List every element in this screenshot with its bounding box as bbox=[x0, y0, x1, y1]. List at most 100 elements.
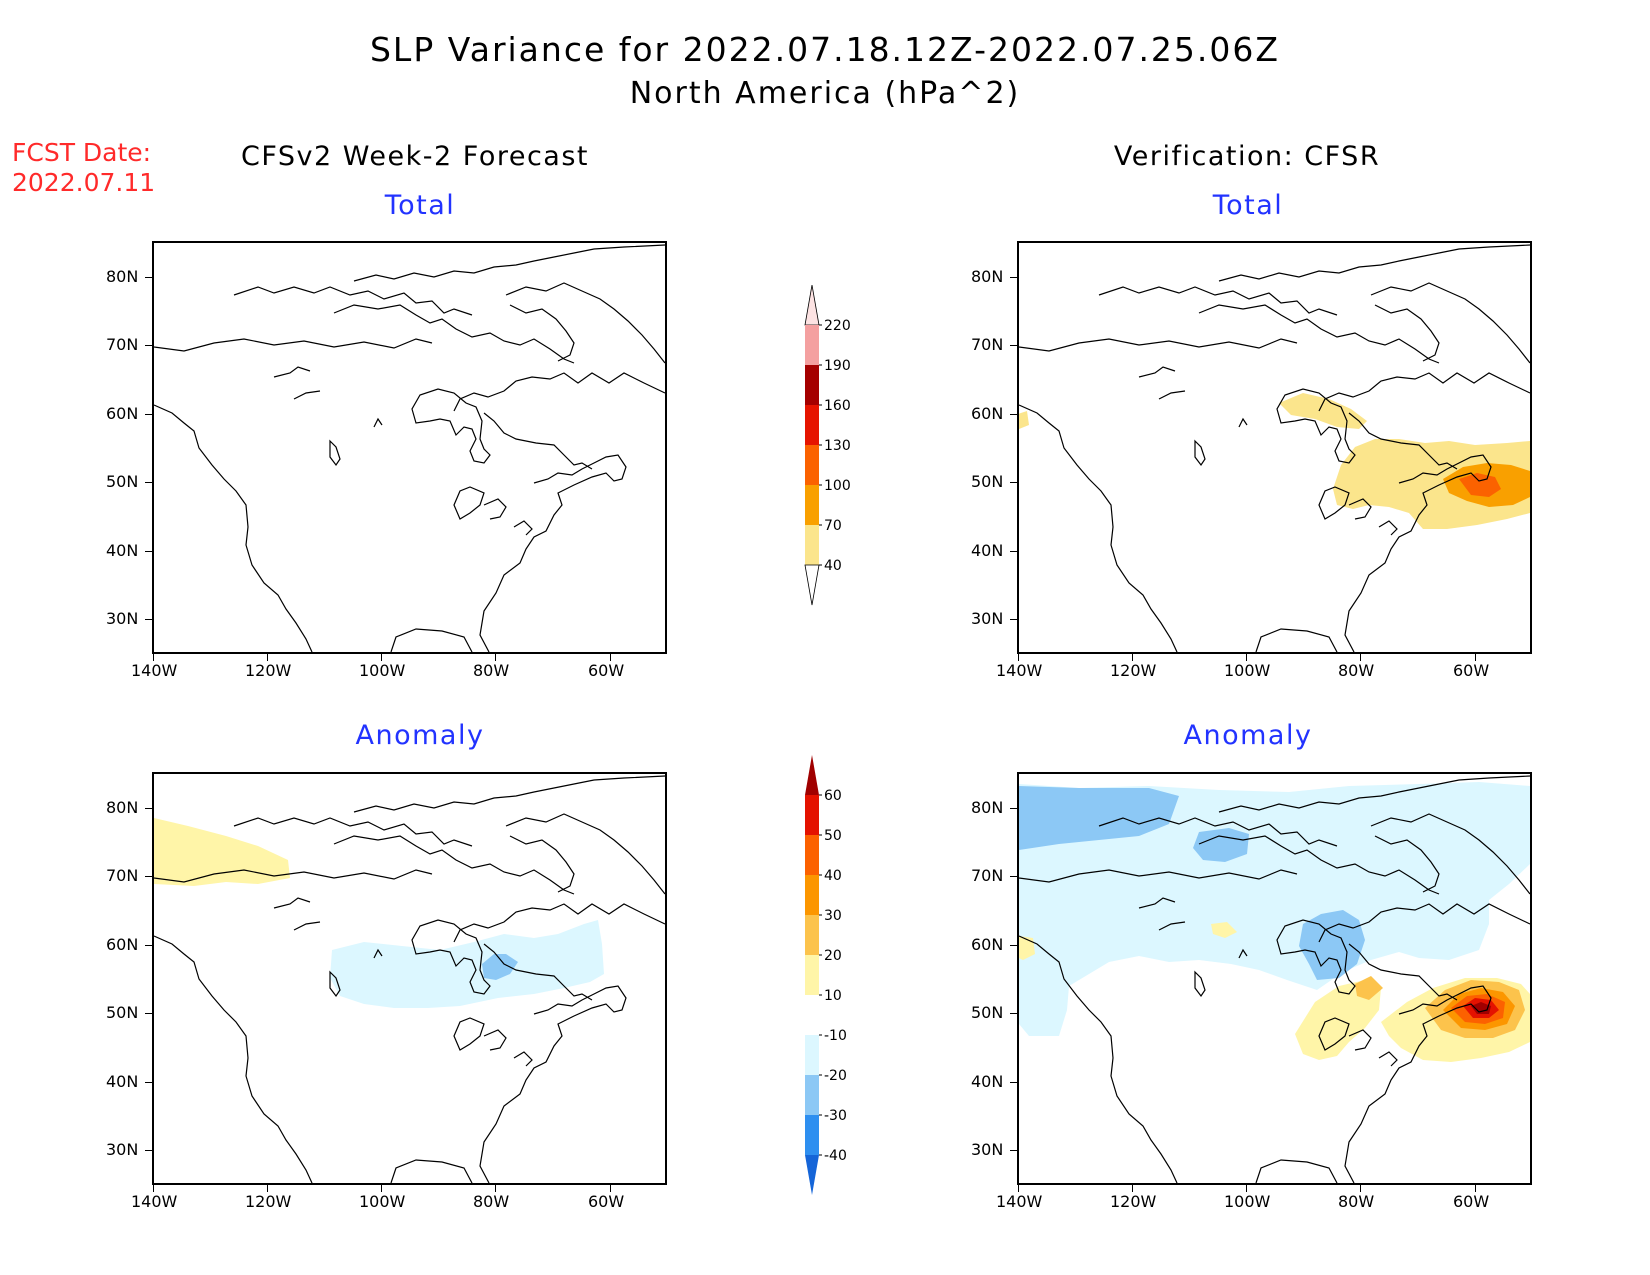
lat-tick-mark bbox=[1010, 808, 1017, 809]
lat-tick-mark bbox=[1010, 345, 1017, 346]
coastline bbox=[483, 412, 593, 470]
lat-tick-mark bbox=[1010, 414, 1017, 415]
coastline bbox=[453, 372, 665, 412]
coastline bbox=[390, 628, 473, 652]
lon-tick-label: 60W bbox=[1453, 661, 1490, 680]
lat-tick-label: 60N bbox=[971, 404, 1004, 423]
coastline bbox=[1158, 390, 1186, 400]
coastline bbox=[353, 244, 665, 282]
shaded-region bbox=[1471, 1002, 1491, 1014]
coastline bbox=[513, 520, 533, 536]
coastline bbox=[329, 439, 341, 467]
forecast-anomaly-map bbox=[152, 772, 667, 1185]
coastline bbox=[1374, 304, 1440, 362]
lon-tick-label: 140W bbox=[131, 661, 178, 680]
lat-tick-label: 50N bbox=[971, 1003, 1004, 1022]
shaded-region bbox=[1193, 828, 1249, 862]
coastline bbox=[483, 498, 507, 520]
coastline bbox=[509, 835, 575, 893]
lat-tick-mark bbox=[1010, 1082, 1017, 1083]
colorbar-box bbox=[805, 325, 819, 365]
lon-tick-mark bbox=[1475, 1185, 1476, 1192]
colorbar-label: 100 bbox=[824, 478, 851, 494]
lat-tick-label: 70N bbox=[106, 335, 139, 354]
colorbar-label: 30 bbox=[824, 908, 842, 924]
forecast-date-block: FCST Date: 2022.07.11 bbox=[12, 138, 155, 198]
lat-tick-label: 30N bbox=[971, 1140, 1004, 1159]
colorbar-label: 20 bbox=[824, 948, 842, 964]
coastline bbox=[1344, 985, 1492, 1183]
lon-tick-label: 120W bbox=[1110, 1192, 1157, 1211]
coastline bbox=[333, 835, 575, 895]
coastline bbox=[1218, 244, 1530, 282]
coastline bbox=[505, 282, 665, 364]
colorbar-bottom-triangle bbox=[805, 1155, 819, 1195]
lat-tick-label: 70N bbox=[106, 866, 139, 885]
coastline bbox=[1019, 404, 1178, 652]
coastline bbox=[390, 1159, 473, 1183]
coastline bbox=[1378, 520, 1398, 536]
lon-tick-label: 60W bbox=[588, 1192, 625, 1211]
coastline bbox=[1019, 338, 1298, 352]
colorbar-box bbox=[805, 955, 819, 995]
colorbar-label: 60 bbox=[824, 788, 842, 804]
coastline bbox=[233, 286, 473, 316]
colorbar-label: 220 bbox=[824, 318, 851, 334]
lat-tick-mark bbox=[145, 1150, 152, 1151]
lon-tick-label: 100W bbox=[1224, 1192, 1271, 1211]
lon-tick-label: 120W bbox=[1110, 661, 1157, 680]
coastline bbox=[1019, 869, 1298, 883]
coastline bbox=[479, 985, 627, 1183]
colorbar-label: -30 bbox=[824, 1108, 847, 1124]
coastline bbox=[1238, 948, 1248, 959]
lon-tick-mark bbox=[1246, 1185, 1247, 1192]
lon-tick-label: 100W bbox=[1224, 661, 1271, 680]
lon-tick-label: 120W bbox=[245, 1192, 292, 1211]
lon-tick-label: 80W bbox=[473, 1192, 510, 1211]
colorbar-box bbox=[805, 1035, 819, 1075]
lat-tick-label: 30N bbox=[106, 1140, 139, 1159]
verification-anomaly-map bbox=[1017, 772, 1532, 1185]
lat-tick-label: 50N bbox=[106, 1003, 139, 1022]
coastline bbox=[373, 948, 383, 959]
lat-tick-mark bbox=[145, 876, 152, 877]
lon-tick-mark bbox=[153, 654, 154, 661]
colorbar-box bbox=[805, 365, 819, 405]
lat-tick-label: 30N bbox=[106, 609, 139, 628]
coastline bbox=[479, 454, 627, 652]
coastline bbox=[1318, 486, 1350, 520]
coastline bbox=[513, 1051, 533, 1067]
lon-tick-label: 100W bbox=[359, 1192, 406, 1211]
lat-tick-mark bbox=[145, 551, 152, 552]
lon-tick-label: 100W bbox=[359, 661, 406, 680]
lon-tick-label: 80W bbox=[1338, 1192, 1375, 1211]
lat-tick-mark bbox=[1010, 945, 1017, 946]
coastline bbox=[1255, 1159, 1338, 1183]
lat-tick-mark bbox=[145, 619, 152, 620]
verification-total-map bbox=[1017, 241, 1532, 654]
lon-tick-mark bbox=[1475, 654, 1476, 661]
lat-tick-label: 70N bbox=[971, 335, 1004, 354]
lat-tick-mark bbox=[1010, 1013, 1017, 1014]
coastline bbox=[154, 404, 313, 652]
coastline bbox=[293, 921, 321, 931]
lon-tick-mark bbox=[1018, 1185, 1019, 1192]
coastline bbox=[453, 1017, 485, 1051]
colorbar-label: 40 bbox=[824, 558, 842, 574]
coastline bbox=[1138, 897, 1176, 909]
shaded-region bbox=[1299, 910, 1365, 980]
lat-tick-mark bbox=[1010, 619, 1017, 620]
verification-anomaly-title: Anomaly bbox=[1183, 720, 1313, 751]
colorbar-label: -20 bbox=[824, 1068, 847, 1084]
coastline bbox=[1344, 454, 1492, 652]
coastline bbox=[453, 486, 485, 520]
coastline bbox=[233, 817, 473, 847]
colorbar-box bbox=[805, 405, 819, 445]
shaded-region bbox=[1019, 936, 1035, 960]
lat-tick-label: 60N bbox=[106, 935, 139, 954]
lat-tick-mark bbox=[1010, 876, 1017, 877]
forecast-column-title: CFSv2 Week-2 Forecast bbox=[240, 141, 589, 172]
coastline bbox=[1348, 943, 1458, 1001]
shaded-region bbox=[154, 818, 290, 886]
forecast-total-title: Total bbox=[384, 190, 456, 221]
